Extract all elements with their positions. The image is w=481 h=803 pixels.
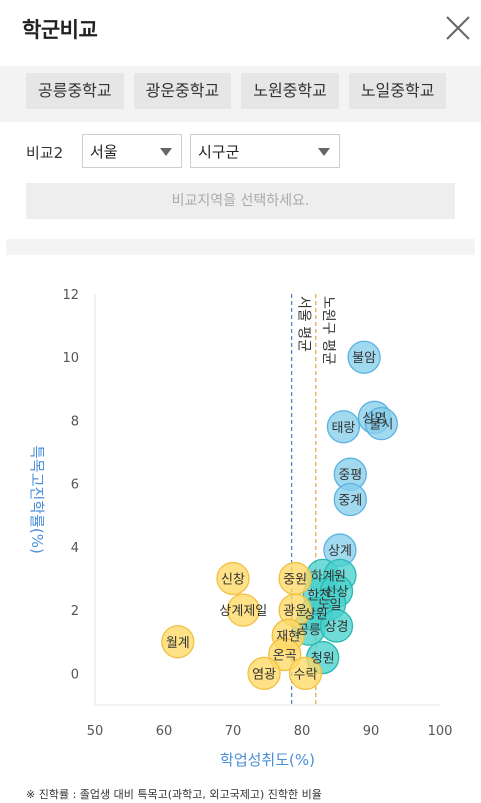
district-select[interactable]: 시구군 (190, 134, 340, 168)
data-point-label: 청원 (311, 652, 335, 667)
data-point-label: 하계 (311, 569, 335, 584)
y-tick-label: 8 (71, 414, 79, 429)
school-tabs: 공릉중학교 광운중학교 노원중학교 노일중학교 (26, 73, 456, 113)
y-tick-label: 0 (71, 667, 79, 682)
x-tick-label: 60 (156, 724, 173, 739)
data-point (268, 637, 302, 672)
data-point-label: 한천 (307, 588, 331, 603)
data-point-label: 중계 (338, 494, 362, 509)
data-point (319, 609, 354, 643)
data-point-label: 상명 (362, 411, 386, 426)
data-point (247, 656, 281, 691)
data-point (333, 482, 367, 517)
data-point-label: 불시 (369, 418, 393, 433)
data-point-label: 신창 (221, 573, 245, 588)
city-select[interactable]: 서울 (82, 134, 182, 168)
chevron-down-icon (160, 148, 172, 156)
data-point-label: 태랑 (331, 421, 355, 436)
y-tick-label: 6 (71, 478, 79, 493)
page-title: 학군비교 (22, 18, 98, 42)
data-point-label: 불암 (352, 351, 376, 366)
data-point-label: 상원 (304, 607, 328, 622)
tab-school-4[interactable]: 노일중학교 (348, 73, 447, 109)
y-tick-label: 12 (62, 288, 79, 303)
data-point-label: 공릉 (297, 623, 321, 638)
data-point-label: 온곡 (273, 648, 297, 663)
x-tick-label: 80 (294, 724, 311, 739)
section-divider (6, 239, 475, 255)
data-point-label: 신상 (325, 585, 349, 600)
y-tick-label: 4 (71, 541, 79, 556)
data-point (226, 593, 261, 627)
data-point-label: 중원 (283, 573, 307, 588)
compare-filter-row: 비교2 서울 시구군 (0, 134, 481, 170)
data-point (347, 340, 381, 374)
data-point-label: 원 (334, 569, 346, 584)
data-point (364, 406, 399, 441)
x-tick-label: 100 (428, 724, 453, 739)
modal-header: 학군비교 (0, 0, 481, 62)
x-tick-label: 70 (225, 724, 242, 739)
x-tick-label: 90 (363, 724, 380, 739)
data-point-label: 월계 (166, 636, 190, 651)
data-point-label: 상계 (328, 544, 352, 559)
x-axis-title: 학업성취도(%) (220, 751, 315, 769)
data-point (161, 625, 195, 659)
tab-school-3[interactable]: 노원중학교 (241, 73, 339, 109)
data-point-label: 수락 (293, 667, 317, 682)
data-point-label: 광운 (283, 604, 307, 619)
footnote: ※ 진학률 : 졸업생 대비 특목고(과학고, 외고국제고) 진학한 비율 (26, 788, 322, 801)
average-line-label: 서울 평균 (296, 296, 312, 352)
average-line-label: 노원구 평균 (320, 296, 336, 365)
data-point-label: 재현 (276, 629, 300, 644)
y-tick-label: 2 (71, 604, 79, 619)
district-select-value: 시구군 (198, 143, 240, 161)
data-point-label: 상경 (325, 620, 349, 635)
x-tick-label: 50 (87, 724, 104, 739)
tab-school-2[interactable]: 광운중학교 (133, 73, 232, 109)
city-select-value: 서울 (90, 143, 118, 161)
chevron-down-icon (318, 148, 330, 156)
tab-school-1[interactable]: 공릉중학교 (26, 73, 124, 109)
close-icon[interactable] (444, 14, 472, 42)
y-axis-title: 특목고진학률(%) (28, 445, 46, 554)
scatter-chart: 0 2 4 6 8 10 12 50 60 70 80 90 100 학업성취도(%) 특목고진학률(%) 서… (28, 288, 453, 769)
data-point (288, 656, 323, 691)
school-tab-bar: 공릉중학교 광운중학교 노원중학교 노일중학교 (0, 66, 481, 122)
data-point (216, 561, 250, 596)
y-tick-label: 10 (62, 351, 79, 366)
data-point-label: 염광 (252, 667, 276, 682)
data-point (326, 410, 361, 444)
data-point-label: 중평 (338, 468, 362, 483)
data-point-label: 상계제일 (219, 604, 267, 619)
compare-label: 비교2 (26, 144, 64, 162)
data-point-label: 노일 (318, 598, 342, 613)
select-region-button[interactable]: 비교지역을 선택하세요. (26, 183, 455, 219)
